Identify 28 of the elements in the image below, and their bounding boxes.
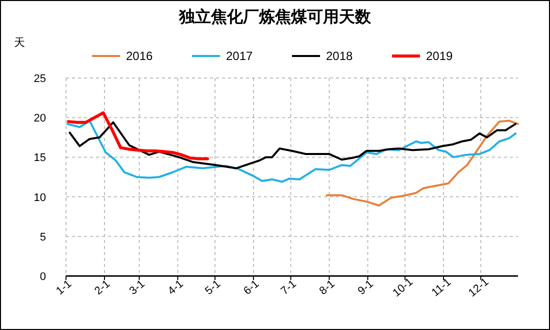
x-tick-label: 10-1 bbox=[390, 276, 416, 300]
x-tick-label: 9-1 bbox=[356, 278, 376, 298]
y-tick-label: 10 bbox=[34, 192, 46, 204]
legend-label: 2018 bbox=[326, 49, 354, 63]
legend-label: 2016 bbox=[126, 49, 154, 63]
x-tick-label: 8-1 bbox=[317, 278, 338, 298]
line-series bbox=[66, 120, 517, 183]
y-tick-label: 5 bbox=[40, 231, 46, 244]
x-tick-label: 2-1 bbox=[92, 278, 113, 298]
y-tick-label: 20 bbox=[34, 112, 46, 125]
x-tick-label: 5-1 bbox=[203, 278, 224, 298]
line-series bbox=[326, 120, 519, 207]
legend-label: 2019 bbox=[426, 49, 454, 63]
y-axis-title: 天 bbox=[14, 36, 25, 49]
x-tick-label: 7-1 bbox=[278, 278, 299, 298]
x-tick-label: 6-1 bbox=[242, 278, 262, 298]
y-tick-label: 0 bbox=[40, 271, 46, 283]
line-series bbox=[68, 121, 517, 170]
x-tick-label: 12-1 bbox=[466, 276, 492, 300]
x-tick-label: 4-1 bbox=[166, 278, 186, 298]
legend-label: 2017 bbox=[226, 49, 254, 63]
chart-title: 独立焦化厂炼焦煤可用天数 bbox=[178, 7, 372, 26]
y-tick-label: 15 bbox=[34, 152, 46, 164]
x-tick-label: 1-1 bbox=[54, 278, 74, 298]
line-series bbox=[66, 111, 210, 160]
x-tick-label: 11-1 bbox=[430, 276, 454, 300]
x-tick-label: 3-1 bbox=[127, 278, 148, 298]
y-tick-label: 25 bbox=[34, 73, 46, 85]
